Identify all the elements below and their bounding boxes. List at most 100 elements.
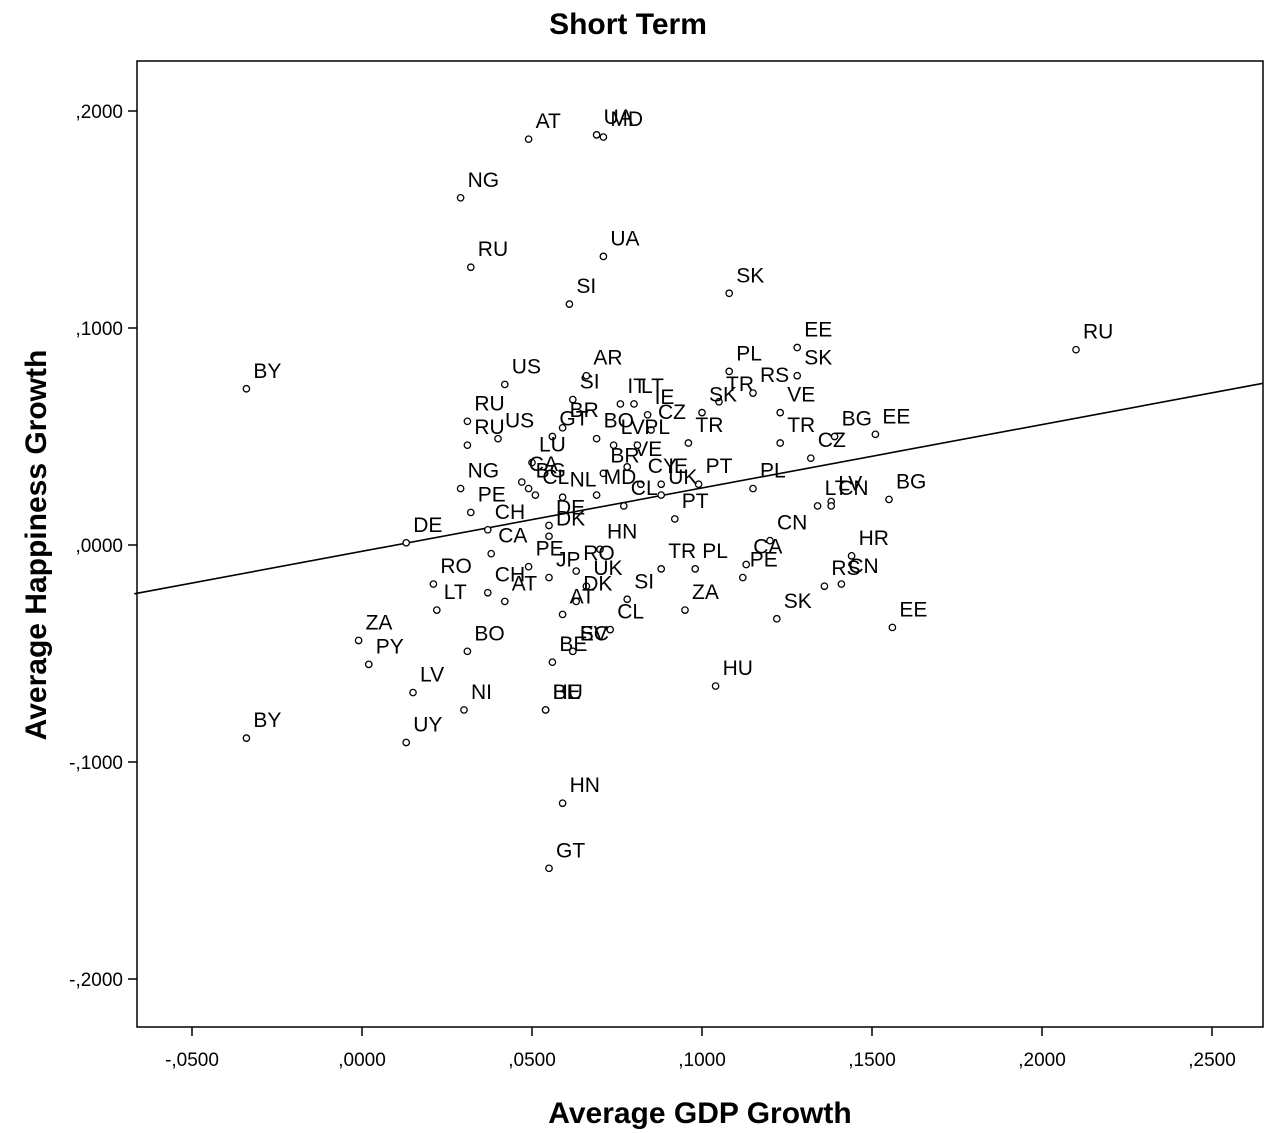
data-point [463,647,472,656]
point-label: CL [542,466,569,489]
point-label: CN [848,555,878,578]
y-tick-label: ,2000 [75,102,123,123]
point-label: HU [553,681,583,704]
point-label: DK [556,507,585,530]
data-point [643,410,652,419]
data-point [633,441,642,450]
point-label: PT [706,455,733,478]
data-point [749,389,757,397]
point-label: ZA [692,581,719,604]
point-label: SK [804,347,832,370]
data-point [242,384,251,393]
point-label: UA [610,227,639,250]
point-label: PL [702,540,728,563]
data-point [793,343,802,352]
x-tick-label: -,0500 [165,1050,219,1071]
data-point [820,582,829,591]
point-label: EE [899,598,927,621]
point-label: VE [787,384,815,407]
data-point [558,610,567,619]
point-label: IE [668,455,688,478]
point-label: CN [777,512,807,535]
data-point [592,491,601,499]
data-point [402,738,411,747]
data-point [827,502,836,510]
point-label: LV [838,473,862,496]
point-label: AT [512,572,537,595]
data-point [871,430,880,439]
data-point [517,478,526,486]
point-label: AR [593,347,622,370]
point-label: NL [570,468,597,491]
point-label: RS [831,557,860,580]
data-point [548,658,557,667]
data-point [483,588,492,597]
y-axis-title: Average Happiness Growth [20,350,53,741]
data-point [592,131,601,139]
data-point [582,582,591,591]
point-label: TR [726,373,754,396]
data-point [684,439,693,447]
point-label: LV [420,664,444,687]
data-point [776,439,785,447]
point-label: GT [559,408,588,431]
point-label: SK [784,590,812,613]
point-label: CL [631,477,658,500]
data-point [837,580,846,588]
point-label: BG [896,470,926,493]
point-label: AT [570,585,595,608]
x-axis: -,0500 ,0000 ,0500 ,1000 ,1500 ,2000 ,2500 [165,1027,1236,1071]
data-point [429,580,438,588]
data-point [681,606,689,614]
data-point [466,263,475,272]
data-point [623,595,632,604]
point-label: PL [760,460,786,483]
data-point [528,458,536,467]
data-point [599,252,608,261]
point-label: BG [536,460,566,483]
point-label: RU [478,238,508,261]
point-label: DE [556,496,585,519]
x-tick-label: ,2000 [1018,1050,1066,1071]
point-label: PL [644,416,670,439]
point-label: RU [474,392,504,415]
point-label: IE [655,386,675,409]
point-label: JP [556,549,581,572]
data-point [830,432,839,441]
point-label: LV [621,416,645,439]
data-point [657,480,666,489]
data-point [364,660,373,669]
x-tick-label: ,2500 [1188,1050,1236,1071]
point-label: US [505,410,534,433]
data-point [888,623,897,632]
point-label: NG [468,460,500,483]
data-point [619,502,628,510]
data-point [568,395,577,404]
point-label: NG [468,169,500,192]
y-axis: ,2000 ,1000 ,0000 -,1000 -,2000 [69,102,137,991]
data-point [500,597,509,606]
point-label: UK [668,466,697,489]
data-point [738,573,747,582]
data-point [432,606,441,614]
point-label: HN [570,774,600,797]
data-point [545,521,553,530]
data-point [711,682,720,690]
point-label: DE [413,514,442,537]
data-point [749,484,757,493]
data-point [606,625,615,634]
point-label: SK [736,264,764,287]
data-point [806,454,815,463]
data-point [725,289,734,298]
point-label: HN [607,520,637,543]
data-point [657,565,666,573]
data-point [670,515,679,523]
point-label: MD [604,466,637,489]
point-label: UA [604,106,633,129]
point-label: TR [695,414,723,437]
data-point [694,480,703,489]
data-point [242,734,251,742]
chart-title: Short Term [549,8,707,41]
point-label: BY [253,709,281,732]
y-tick-label: ,1000 [75,319,123,340]
